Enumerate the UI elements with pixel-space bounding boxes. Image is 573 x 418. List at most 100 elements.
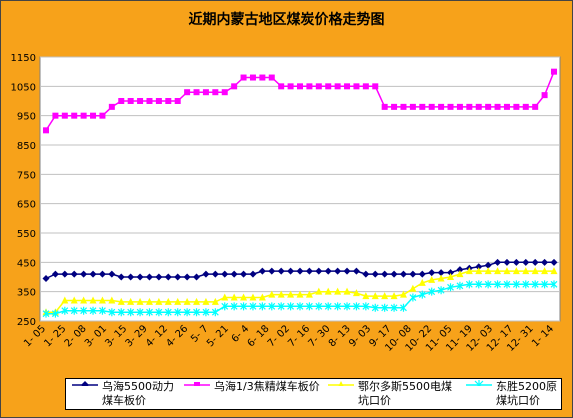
x-tick-label: 7- 16	[286, 323, 312, 349]
data-point	[90, 112, 97, 119]
data-point	[51, 309, 59, 318]
data-point	[512, 267, 520, 275]
data-point	[400, 103, 407, 110]
data-point	[70, 296, 78, 304]
data-point	[51, 270, 59, 278]
data-point	[70, 270, 78, 278]
data-point	[372, 83, 379, 90]
data-point	[52, 112, 59, 119]
data-point	[409, 293, 417, 302]
data-point	[315, 302, 323, 311]
y-tick-label: 450	[17, 258, 36, 269]
data-point	[193, 297, 201, 305]
data-point	[484, 267, 492, 275]
y-tick-label: 250	[17, 317, 36, 328]
data-point	[390, 292, 398, 300]
data-point	[202, 297, 210, 305]
x-tick-label: 3- 15	[103, 323, 129, 349]
series-group	[42, 68, 558, 318]
data-point	[202, 89, 209, 96]
gridlines	[40, 56, 560, 322]
data-point	[550, 258, 558, 266]
data-point	[343, 267, 351, 275]
data-point	[532, 103, 539, 110]
data-point	[315, 267, 323, 275]
data-point	[193, 273, 201, 281]
data-point	[352, 267, 360, 275]
data-point	[305, 302, 313, 311]
data-point	[277, 302, 285, 311]
data-point	[428, 275, 436, 283]
data-point	[202, 270, 210, 278]
data-point	[98, 270, 106, 278]
data-point	[297, 83, 303, 90]
data-point	[98, 296, 106, 304]
data-point	[503, 258, 511, 266]
data-point	[475, 280, 483, 289]
data-point	[277, 267, 285, 275]
data-point	[503, 267, 511, 275]
x-tick-label: 7- 02	[266, 323, 292, 349]
data-point	[99, 306, 106, 315]
data-point	[494, 103, 501, 110]
data-point	[108, 296, 116, 304]
data-point	[306, 83, 313, 90]
legend-swatch-0	[72, 381, 98, 386]
data-point	[202, 308, 210, 317]
data-point	[136, 297, 144, 305]
data-point	[174, 98, 181, 104]
data-point	[155, 98, 162, 104]
data-point	[240, 270, 248, 278]
data-point	[89, 270, 97, 278]
data-point	[334, 267, 342, 275]
legend-label-0: 乌海5500动力煤车板价	[102, 380, 174, 407]
legend-swatch-2	[328, 381, 354, 386]
data-point	[456, 270, 464, 278]
x-tick-label: 2- 08	[63, 323, 89, 349]
data-point	[437, 274, 445, 282]
data-point	[240, 293, 248, 301]
data-point	[230, 293, 238, 301]
legend-swatch-3	[466, 380, 492, 386]
data-point	[371, 303, 379, 312]
data-point	[221, 270, 229, 278]
data-point	[89, 296, 97, 304]
data-point	[522, 258, 530, 266]
data-point	[381, 103, 388, 110]
legend-label-3: 东胜5200原煤坑口价	[496, 380, 557, 407]
x-tick-label: 8- 13	[327, 323, 353, 349]
data-point	[174, 308, 182, 317]
data-point	[343, 287, 351, 295]
data-point	[400, 303, 407, 312]
data-point	[80, 270, 88, 278]
data-point	[230, 270, 238, 278]
data-point	[136, 308, 144, 317]
data-point	[438, 103, 445, 110]
data-point	[371, 270, 379, 278]
data-point	[259, 74, 266, 81]
data-point	[513, 103, 520, 110]
data-point	[456, 281, 464, 290]
data-point	[249, 74, 256, 81]
data-point	[334, 302, 342, 311]
data-point	[174, 273, 182, 281]
data-point	[240, 74, 247, 81]
y-tick-label: 750	[17, 170, 36, 181]
legend-label-2: 鄂尔多斯5500电煤坑口价	[358, 380, 452, 407]
data-point	[193, 89, 200, 96]
data-point	[475, 267, 483, 275]
data-point	[127, 273, 135, 281]
data-point	[551, 68, 557, 75]
y-tick-label: 650	[17, 200, 36, 211]
data-point	[268, 267, 276, 275]
data-point	[531, 258, 539, 266]
data-point	[381, 303, 389, 312]
data-point	[80, 112, 87, 119]
data-point	[183, 297, 191, 305]
data-point	[287, 83, 294, 90]
data-point	[418, 278, 426, 286]
data-point	[221, 302, 229, 311]
data-point	[541, 258, 549, 266]
x-axis: 1- 051- 252- 083- 013- 153- 294- 124- 26…	[22, 323, 556, 354]
